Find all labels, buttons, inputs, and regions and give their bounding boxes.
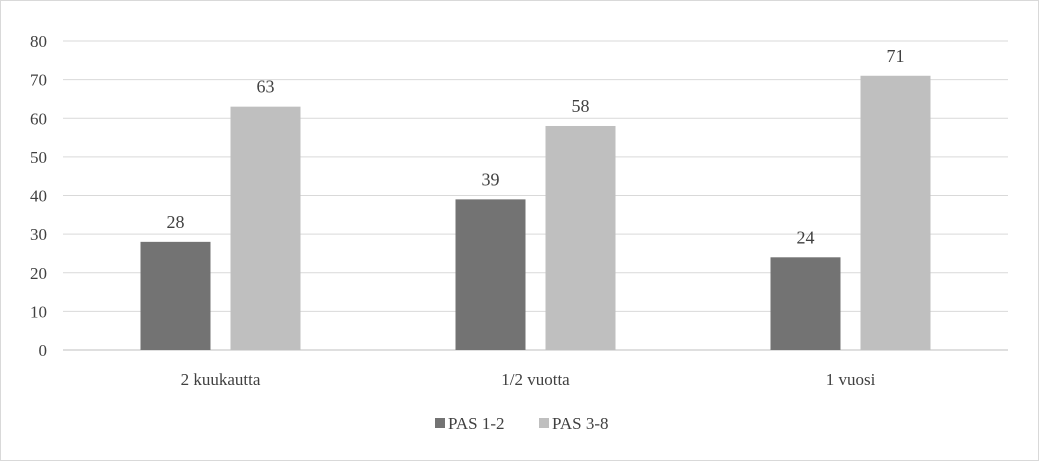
legend-label: PAS 3-8 (552, 414, 609, 433)
bar-pas-1-2-2 (770, 257, 841, 350)
data-labels: 28 63 39 58 24 71 (167, 46, 905, 248)
bar-pas-1-2-0 (140, 241, 211, 350)
y-tick-label: 70 (30, 71, 47, 90)
y-tick-label: 30 (30, 225, 47, 244)
y-tick-label: 50 (30, 148, 47, 167)
gridlines (63, 40, 1008, 351)
y-tick-label: 0 (39, 341, 48, 360)
bar-pas-1-2-1 (455, 199, 526, 350)
y-tick-label: 40 (30, 187, 47, 206)
x-category-label: 2 kuukautta (181, 370, 261, 389)
data-label: 28 (167, 212, 185, 232)
y-tick-label: 20 (30, 264, 47, 283)
x-category-label: 1 vuosi (826, 370, 876, 389)
data-label: 24 (797, 227, 815, 247)
data-label: 71 (887, 46, 905, 66)
legend-label: PAS 1-2 (448, 414, 505, 433)
data-label: 39 (482, 169, 500, 189)
data-label: 63 (257, 77, 275, 97)
bar-pas-3-8-1 (545, 125, 616, 350)
x-category-label: 1/2 vuotta (501, 370, 570, 389)
legend-swatch (539, 418, 549, 428)
y-tick-label: 80 (30, 32, 47, 51)
y-axis-tick-labels: 0 10 20 30 40 50 60 70 80 (30, 32, 47, 360)
x-axis-category-labels: 2 kuukautta 1/2 vuotta 1 vuosi (181, 370, 876, 389)
data-label: 58 (572, 96, 590, 116)
bars (140, 75, 931, 350)
bar-pas-3-8-2 (860, 75, 931, 350)
y-tick-label: 60 (30, 109, 47, 128)
legend: PAS 1-2 PAS 3-8 (435, 414, 609, 433)
bar-pas-3-8-0 (230, 106, 301, 350)
legend-swatch (435, 418, 445, 428)
y-tick-label: 10 (30, 302, 47, 321)
